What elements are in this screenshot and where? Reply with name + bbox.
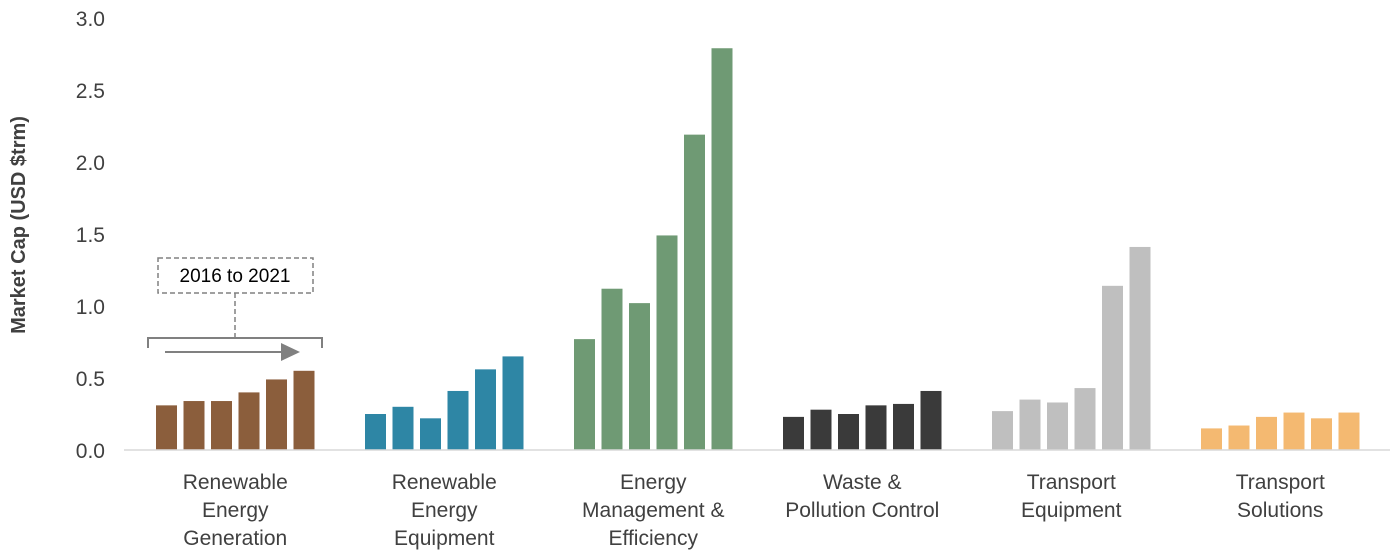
y-tick-label: 0.0 (76, 440, 105, 463)
annotation-bracket (147, 337, 323, 348)
bar (865, 405, 887, 450)
category-label: Renewable Energy Equipment (392, 471, 497, 550)
category-label: Transport Solutions (1236, 471, 1325, 522)
bar (475, 369, 496, 450)
bar-group (783, 390, 942, 450)
bar (1283, 412, 1305, 450)
period-annotation: 2016 to 2021 (147, 257, 323, 361)
bar (293, 370, 315, 450)
bars-group (156, 48, 1360, 451)
bar (1256, 416, 1277, 450)
bar (1311, 418, 1332, 450)
y-tick-label: 0.5 (76, 368, 105, 391)
y-tick-label: 2.0 (76, 152, 105, 175)
bar (183, 401, 205, 450)
annotation-box (157, 257, 314, 294)
annotation-arrow-head (281, 343, 300, 361)
category-labels: Renewable Energy Generation Renewable Energy… (183, 471, 1325, 550)
bar (502, 356, 524, 450)
bar (1228, 425, 1250, 450)
bar (1129, 246, 1151, 450)
y-axis: 0.0 0.5 1.0 1.5 2.0 2.5 3.0 (76, 8, 105, 463)
bar (684, 134, 705, 450)
bar (629, 303, 650, 450)
bar (238, 392, 260, 450)
category-label: Energy Management & Efficiency (582, 471, 724, 550)
bar (601, 288, 623, 450)
category-label: Renewable Energy Generation (183, 471, 288, 550)
bar-group (365, 356, 524, 450)
y-tick-label: 1.5 (76, 224, 105, 247)
bar (365, 414, 386, 450)
bar (783, 416, 804, 450)
bar (574, 339, 595, 450)
bar (711, 48, 733, 451)
category-label: Waste & Pollution Control (785, 471, 939, 522)
annotation-text: 2016 to 2021 (180, 266, 291, 287)
y-tick-label: 1.0 (76, 296, 105, 319)
bar (1074, 388, 1096, 450)
bar (1201, 428, 1222, 450)
bar (1047, 402, 1068, 450)
bar (211, 401, 232, 450)
y-axis-label: Market Cap (USD $trm) (8, 116, 30, 334)
bar (656, 235, 678, 450)
bar-group (1201, 412, 1360, 450)
bar (838, 414, 859, 450)
bar (392, 406, 414, 450)
bar (266, 379, 287, 450)
bar-group (992, 246, 1151, 450)
bar (1019, 399, 1041, 450)
y-tick-label: 2.5 (76, 80, 105, 103)
bar (810, 409, 832, 450)
bar (156, 405, 177, 450)
bar (992, 411, 1013, 450)
category-label: Transport Equipment (1021, 471, 1122, 522)
bar (1338, 412, 1360, 450)
bar (447, 390, 469, 450)
bar (420, 418, 441, 450)
bar (1102, 285, 1123, 450)
bar-group (156, 370, 315, 450)
bar (920, 390, 942, 450)
y-tick-label: 3.0 (76, 8, 105, 31)
bar (893, 403, 914, 450)
bar-group (574, 48, 733, 451)
